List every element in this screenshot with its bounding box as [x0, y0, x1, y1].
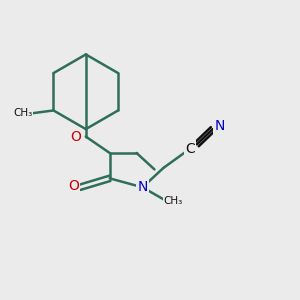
Text: N: N — [137, 180, 148, 194]
Text: O: O — [68, 179, 79, 193]
Text: O: O — [70, 130, 81, 144]
Text: CH₃: CH₃ — [164, 196, 183, 206]
Text: C: C — [185, 142, 195, 155]
Text: CH₃: CH₃ — [13, 108, 32, 118]
Text: N: N — [214, 119, 225, 134]
